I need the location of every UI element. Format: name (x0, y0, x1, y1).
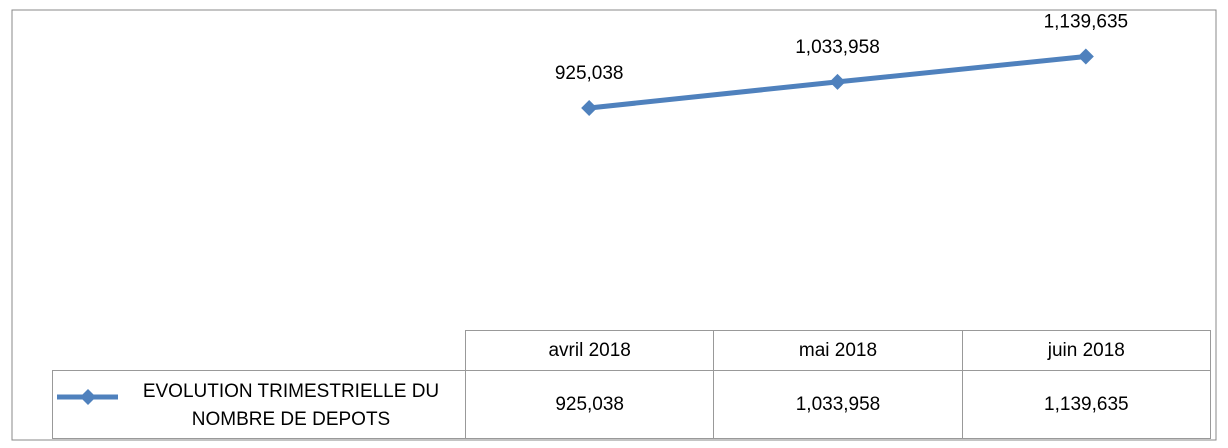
table-header: mai 2018 (713, 330, 963, 371)
legend-text: EVOLUTION TRIMESTRIELLE DU NOMBRE DE DEP… (142, 381, 440, 430)
chart-border (11, 9, 1217, 441)
table-header: juin 2018 (961, 330, 1211, 371)
table-value: 1,139,635 (961, 370, 1211, 439)
data-label: 925,038 (555, 63, 624, 84)
table-value: 1,033,958 (713, 370, 963, 439)
marker (581, 99, 598, 116)
data-label: 1,033,958 (795, 37, 880, 58)
marker (1077, 48, 1094, 65)
data-label: 1,139,635 (1044, 12, 1129, 33)
marker (829, 73, 846, 90)
legend-marker (80, 389, 96, 405)
table-header: avril 2018 (465, 330, 715, 371)
table-value: 925,038 (465, 370, 715, 439)
